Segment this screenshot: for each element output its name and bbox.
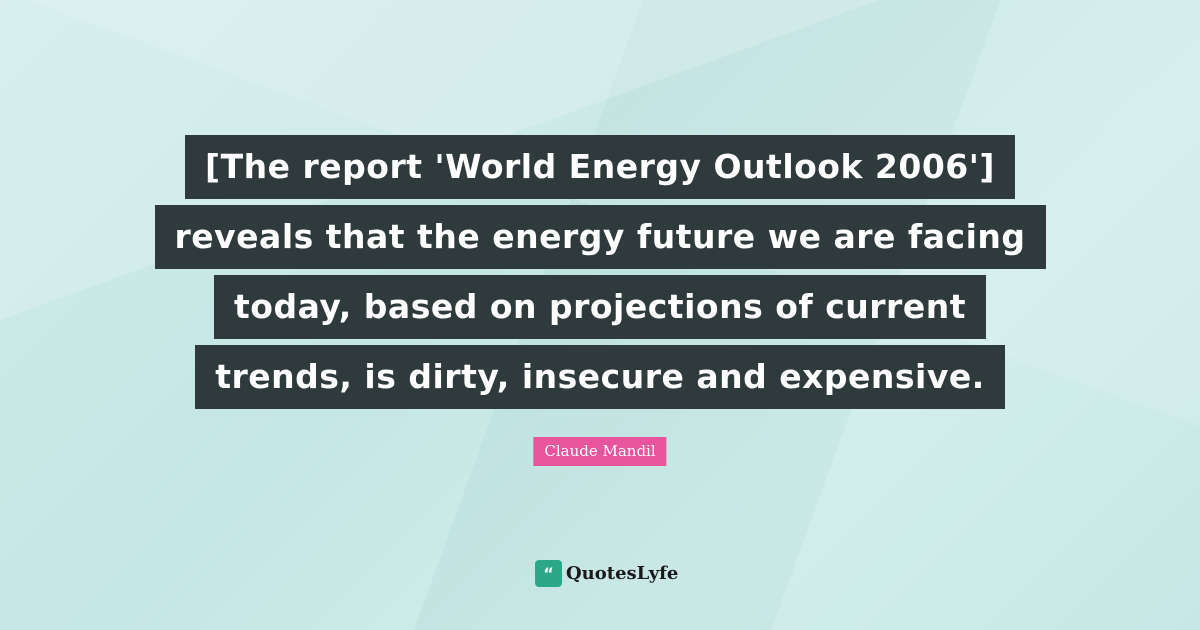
quote-line: reveals that the energy future we are fa…: [154, 205, 1046, 269]
brand-name: QuotesLyfe: [566, 563, 679, 584]
brand-logo: “ QuotesLyfe: [535, 560, 678, 587]
quote-line: trends, is dirty, insecure and expensive…: [195, 345, 1005, 409]
quote-line: today, based on projections of current: [214, 275, 986, 339]
quote-text: [The report 'World Energy Outlook 2006']…: [0, 135, 1200, 409]
quote-logo-icon: “: [535, 560, 562, 587]
author-label: Claude Mandil: [533, 437, 667, 466]
quote-line: [The report 'World Energy Outlook 2006']: [185, 135, 1015, 199]
